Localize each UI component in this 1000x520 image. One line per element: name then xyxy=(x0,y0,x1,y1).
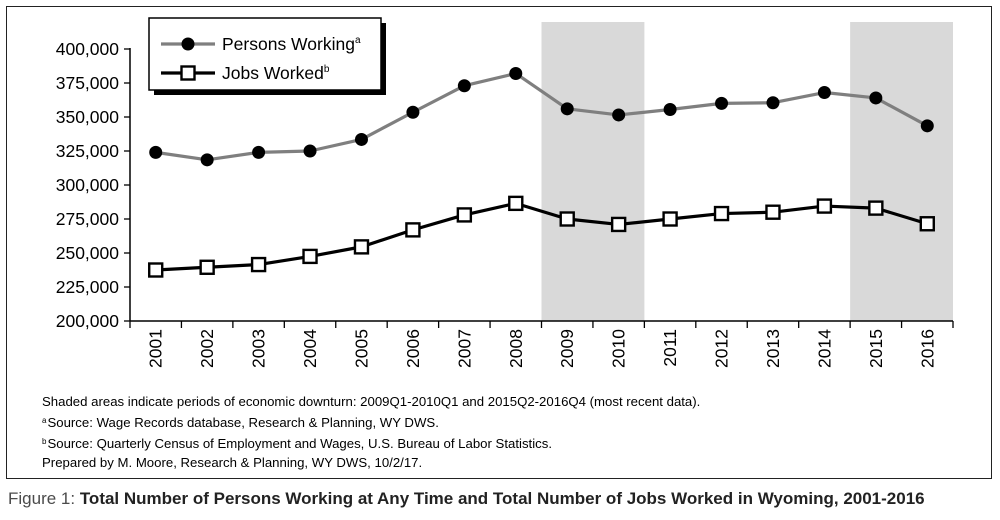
y-tick-label: 350,000 xyxy=(56,107,120,127)
series-0-point-2004 xyxy=(303,144,317,158)
x-tick-label-2001: 2001 xyxy=(146,329,166,368)
x-tick-label-2004: 2004 xyxy=(300,329,320,368)
shaded-period-1 xyxy=(850,22,953,321)
y-tick-label: 325,000 xyxy=(56,141,120,161)
figure-label: Figure 1: xyxy=(8,489,80,508)
legend-marker-0 xyxy=(181,37,195,51)
series-1-point-2005 xyxy=(353,239,370,255)
series-1-point-2009 xyxy=(559,211,575,227)
x-tick-label-2009: 2009 xyxy=(557,329,577,368)
series-1-point-2011 xyxy=(662,211,678,227)
x-tick-label-2014: 2014 xyxy=(814,329,834,368)
note-source-b: bSource: Quarterly Census of Employment … xyxy=(42,432,700,453)
x-tick-label-2006: 2006 xyxy=(403,329,423,368)
x-tick-label-2002: 2002 xyxy=(197,329,217,368)
x-tick-label-2010: 2010 xyxy=(609,329,629,368)
x-tick-label-2005: 2005 xyxy=(351,329,371,368)
chart-notes: Shaded areas indicate periods of economi… xyxy=(42,392,700,472)
note-source-a-mark: a xyxy=(42,416,47,425)
y-tick-label: 250,000 xyxy=(56,243,120,263)
x-tick-label-2013: 2013 xyxy=(763,329,783,368)
series-0-point-2013 xyxy=(766,96,780,110)
series-1-point-2004 xyxy=(302,248,318,265)
series-0-point-2008 xyxy=(509,66,523,80)
series-0-point-2014 xyxy=(817,86,831,100)
legend-label-0: Persons Workinga xyxy=(222,34,361,54)
x-tick-label-2007: 2007 xyxy=(454,329,474,368)
figure-title: Total Number of Persons Working at Any T… xyxy=(79,489,925,508)
series-0-point-2006 xyxy=(406,105,420,119)
series-line-1 xyxy=(155,201,928,272)
series-1-point-2001 xyxy=(148,262,164,278)
note-shading: Shaded areas indicate periods of economi… xyxy=(42,394,701,409)
note-source-a: aSource: Wage Records database, Research… xyxy=(42,411,700,432)
y-tick-label: 300,000 xyxy=(56,175,120,195)
series-1-point-2006 xyxy=(405,222,421,238)
series-1-point-2014 xyxy=(816,198,833,214)
y-tick-label: 400,000 xyxy=(56,39,120,59)
series-0-point-2002 xyxy=(200,153,214,167)
series-1-point-2002 xyxy=(199,259,215,275)
legend-label-1: Jobs Workedb xyxy=(222,63,330,83)
series-line-0 xyxy=(155,71,929,162)
x-tick-label-2008: 2008 xyxy=(506,329,526,368)
legend-marker-1 xyxy=(180,65,196,81)
series-1-point-2010 xyxy=(610,216,627,233)
series-0-point-2011 xyxy=(663,103,677,117)
figure-caption: Figure 1: Total Number of Persons Workin… xyxy=(8,489,925,509)
legend-superscript-0: a xyxy=(355,35,361,46)
series-0-point-2010 xyxy=(612,108,626,122)
series-1-point-2013 xyxy=(765,204,781,220)
legend: Persons Workinga Jobs Workedb xyxy=(148,17,386,95)
series-0-point-2015 xyxy=(869,91,883,105)
series-0-point-2012 xyxy=(715,96,729,110)
note-source-a-text: Source: Wage Records database, Research … xyxy=(47,415,439,430)
series-0-point-2007 xyxy=(457,79,471,93)
note-prepared: Prepared by M. Moore, Research & Plannin… xyxy=(42,455,423,470)
note-source-b-mark: b xyxy=(42,437,47,446)
series-1-point-2015 xyxy=(868,200,884,216)
x-tick-label-2015: 2015 xyxy=(866,329,886,368)
y-tick-label: 200,000 xyxy=(56,311,120,331)
x-tick-label-2016: 2016 xyxy=(917,329,937,368)
note-source-b-text: Source: Quarterly Census of Employment a… xyxy=(47,436,552,451)
series-1-point-2012 xyxy=(713,205,730,222)
legend-superscript-1: b xyxy=(324,64,330,75)
series-1-point-2003 xyxy=(250,256,267,273)
y-tick-label: 275,000 xyxy=(56,209,120,229)
x-tick-label-2012: 2012 xyxy=(712,329,732,368)
series-0-point-2005 xyxy=(354,132,368,146)
series-1-point-2007 xyxy=(456,207,473,223)
y-tick-label: 225,000 xyxy=(56,277,120,297)
x-tick-label-2011: 2011 xyxy=(660,329,680,367)
y-tick-label: 375,000 xyxy=(56,73,120,93)
series-0-point-2009 xyxy=(560,102,574,116)
shaded-period-0 xyxy=(541,22,645,321)
x-tick-label-2003: 2003 xyxy=(249,329,269,368)
series-1-point-2008 xyxy=(508,195,524,212)
series-0-point-2003 xyxy=(252,145,266,159)
series-1-point-2016 xyxy=(919,216,935,232)
series-0-point-2001 xyxy=(149,145,163,159)
series-0-point-2016 xyxy=(920,119,934,133)
line-chart: 200,000 225,000 250,000 275,000 300,000 325,0… xyxy=(56,17,954,368)
